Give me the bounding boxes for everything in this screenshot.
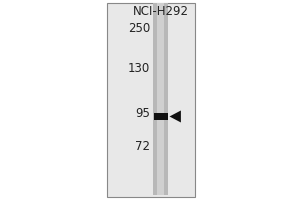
Bar: [154, 113, 168, 120]
Polygon shape: [169, 110, 181, 122]
Text: 130: 130: [128, 62, 150, 75]
Text: 95: 95: [135, 107, 150, 120]
Bar: [107, 3, 195, 197]
Text: NCI-H292: NCI-H292: [133, 5, 188, 18]
Bar: [153, 3, 168, 195]
Text: 250: 250: [128, 22, 150, 35]
Text: 72: 72: [135, 140, 150, 153]
Bar: [164, 3, 168, 195]
Bar: [153, 3, 157, 195]
